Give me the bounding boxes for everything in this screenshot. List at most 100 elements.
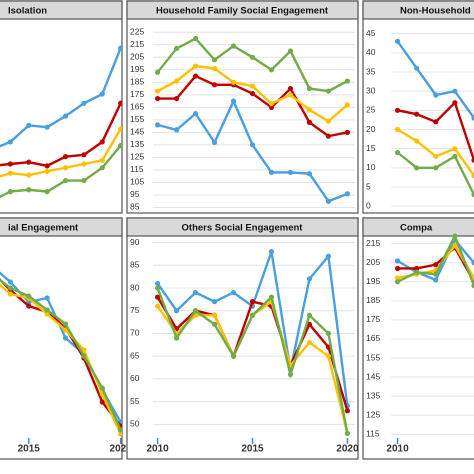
data-point [118,100,122,106]
data-point [154,303,161,309]
data-point [287,169,294,176]
data-point [471,172,474,179]
data-point [268,294,275,300]
y-tick-label: 115 [130,164,144,174]
data-point [344,191,351,197]
plot [0,45,122,199]
data-point [249,312,256,318]
data-point [192,308,199,314]
data-point [394,265,401,272]
x-tick-label: 2015 [18,444,41,455]
plot [391,233,474,435]
data-point [471,283,474,289]
data-point [287,371,294,377]
y-tick-label: 70 [130,328,140,338]
data-point [81,100,87,106]
data-point [44,189,50,195]
y-tick-label: 85 [130,202,140,212]
data-point [211,65,218,72]
y-tick-label: 185 [130,77,144,87]
data-point [433,153,439,159]
data-point [62,335,69,341]
data-point [192,289,199,296]
data-point [192,35,199,42]
data-point [7,291,13,297]
y-tick-label: 165 [366,333,380,343]
panel-header [362,217,474,237]
panel-header [126,217,359,237]
data-point [452,146,458,152]
y-tick-label: 155 [130,114,144,124]
data-point [26,187,32,193]
data-point [44,295,50,301]
data-point [394,107,401,113]
data-point [249,83,256,89]
data-point [230,98,237,104]
y-tick-label: 155 [366,352,380,362]
y-tick-label: 80 [130,282,140,292]
panel: Isolation [0,0,123,214]
series-line [0,278,122,427]
data-point [325,330,332,337]
data-point [268,249,275,255]
panel-header [0,0,123,20]
data-point [173,95,180,102]
panel-title: Isolation [8,6,47,17]
data-point [452,153,458,159]
data-point [249,90,256,97]
data-point [287,48,294,54]
data-point [414,265,420,272]
y-tick-label: 125 [130,152,144,162]
data-point [62,321,69,327]
data-point [452,88,458,94]
data-point [154,69,161,75]
plot [153,242,355,437]
data-point [44,311,50,317]
data-point [173,335,180,341]
data-point [414,165,420,171]
data-point [44,307,50,313]
data-point [154,280,161,287]
data-point [230,43,237,49]
data-point [394,279,401,285]
y-tick-label: 185 [366,295,380,305]
data-point [306,276,313,282]
data-point [62,327,69,333]
data-point [471,115,474,121]
panel-title: Household Family Social Engagement [156,6,329,17]
data-point [471,157,474,163]
data-point [433,277,439,283]
data-point [7,285,13,291]
y-tick-label: 215 [130,39,144,49]
data-point [287,92,294,98]
y-tick-label: 215 [366,238,380,248]
data-point [287,85,294,92]
data-point [99,157,105,163]
x-tick-label: 2010 [146,444,169,455]
data-point [81,353,87,359]
panel-title: Compa [400,223,433,234]
y-tick-label: 115 [366,428,380,438]
data-point [344,78,351,84]
data-point [211,139,218,146]
data-point [81,177,87,184]
data-point [62,177,69,184]
y-tick-label: 15 [366,143,376,153]
data-point [249,142,256,148]
data-point [173,127,180,133]
data-point [414,138,420,144]
data-point [306,119,313,125]
data-point [433,271,439,277]
data-point [7,161,13,167]
series-line [0,128,122,178]
data-point [394,258,401,264]
data-point [268,169,275,176]
data-point [81,152,87,158]
y-tick-label: 90 [130,237,140,247]
data-point [7,189,13,195]
y-tick-label: 225 [130,27,144,37]
data-point [118,143,122,149]
series-line [0,47,122,148]
data-point [211,82,218,88]
data-point [99,399,105,405]
